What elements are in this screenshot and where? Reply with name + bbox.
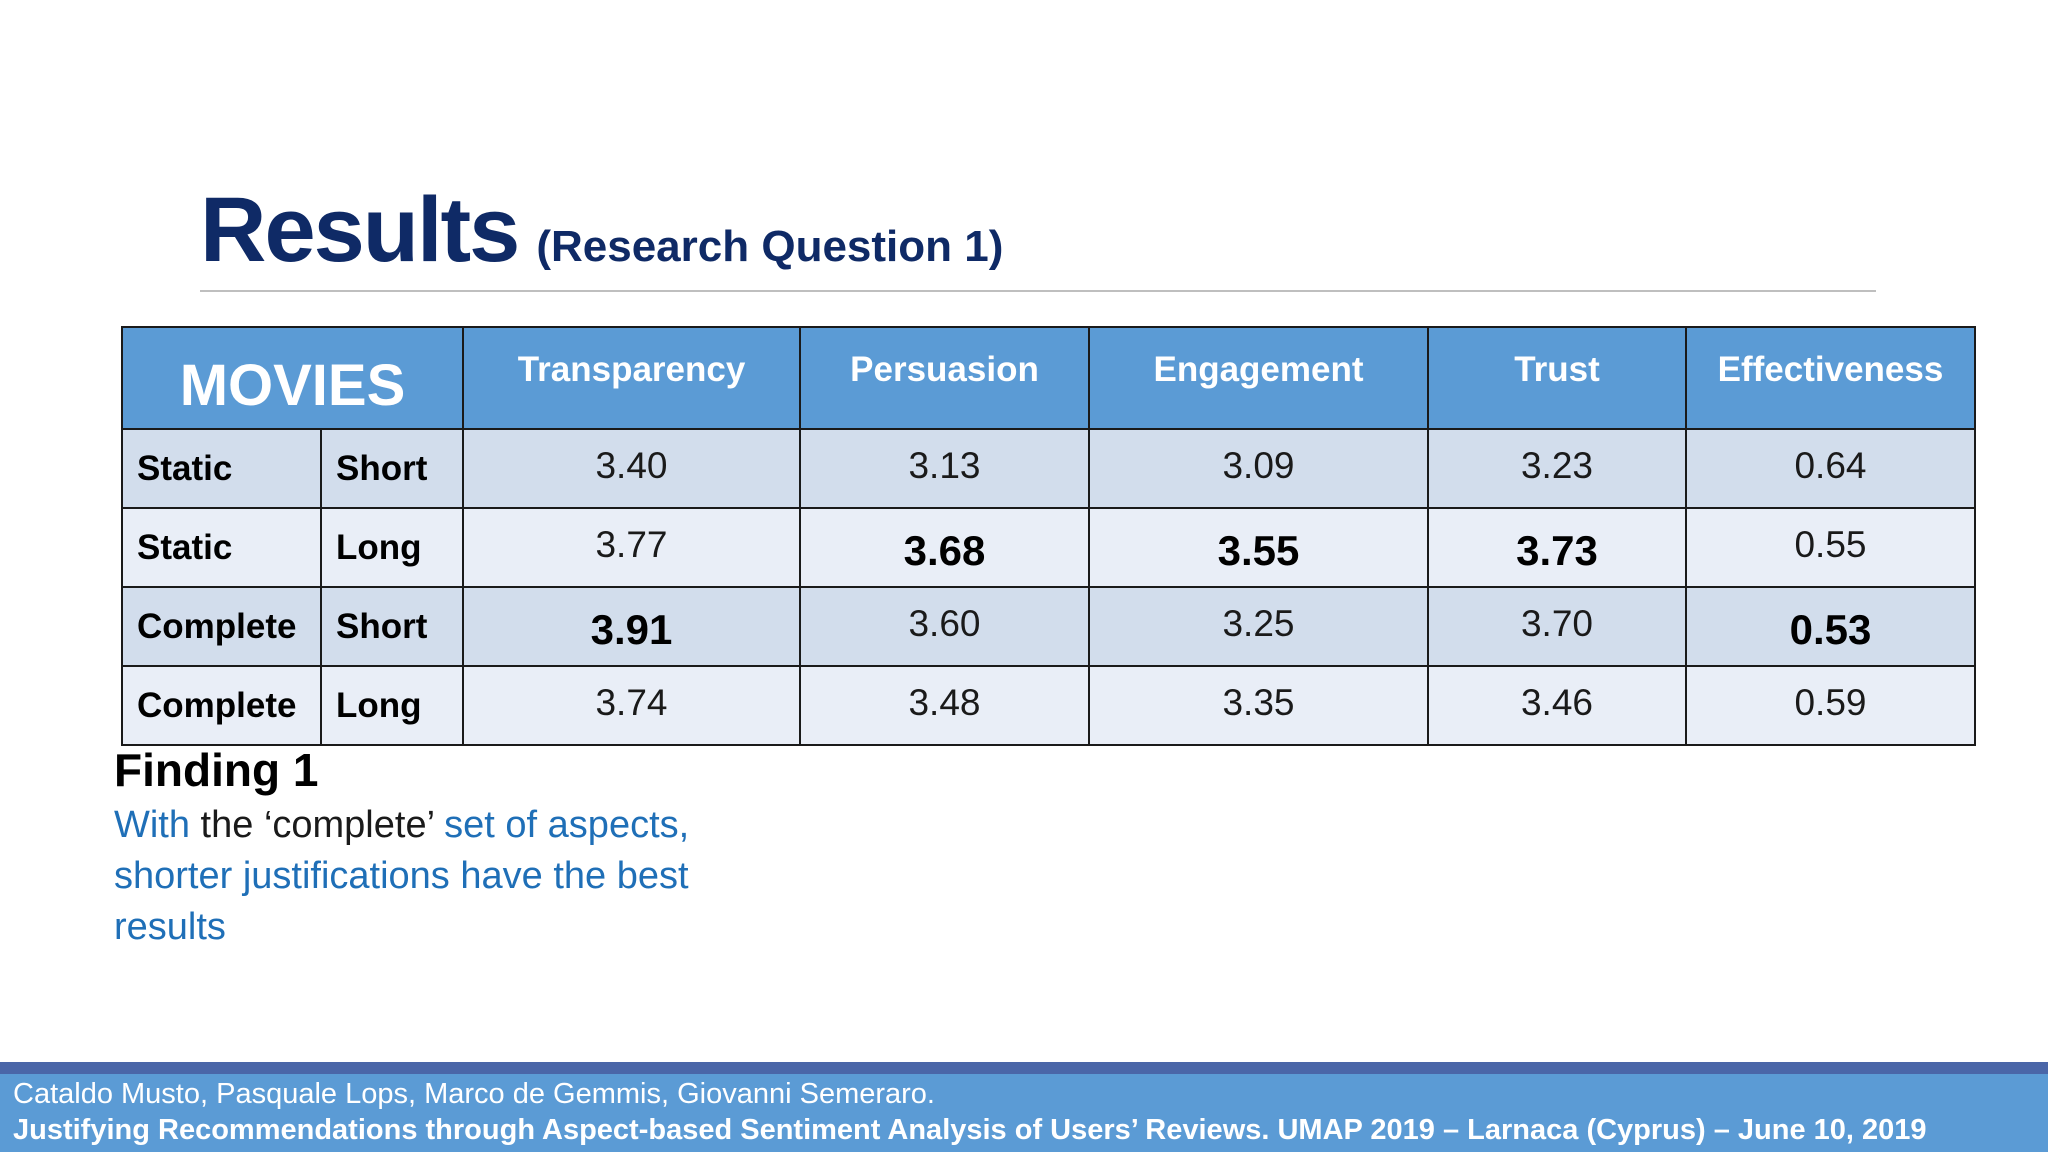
table-cell: 3.35 bbox=[1088, 665, 1429, 746]
finding-title: Finding 1 bbox=[114, 744, 319, 796]
table-corner-label: MOVIES bbox=[121, 326, 464, 430]
column-header: Effectiveness bbox=[1685, 326, 1976, 430]
table-cell: 0.55 bbox=[1685, 507, 1976, 588]
footer-citation: Justifying Recommendations through Aspec… bbox=[13, 1114, 1927, 1146]
table-cell-best: 3.91 bbox=[462, 586, 801, 667]
row-aspects-label: Static bbox=[121, 428, 322, 509]
slide-title: Results (Research Question 1) bbox=[200, 178, 1003, 283]
row-length-label: Short bbox=[320, 586, 464, 667]
footer-authors: Cataldo Musto, Pasquale Lops, Marco de G… bbox=[13, 1078, 935, 1110]
table-cell: 3.77 bbox=[462, 507, 801, 588]
title-subtitle: (Research Question 1) bbox=[536, 222, 1004, 271]
results-table: MOVIES Transparency Persuasion Engagemen… bbox=[121, 326, 1976, 746]
table-cell: 0.64 bbox=[1685, 428, 1976, 509]
footer-stripe bbox=[0, 1062, 2048, 1074]
finding-text: With the ‘complete’ set of aspects, shor… bbox=[114, 800, 714, 953]
table-cell: 3.40 bbox=[462, 428, 801, 509]
finding-text-part: set of aspects, shorter justifications h… bbox=[114, 804, 690, 948]
table-row: Complete Long 3.74 3.48 3.35 3.46 0.59 bbox=[121, 665, 1976, 746]
row-aspects-label: Complete bbox=[121, 665, 322, 746]
title-main: Results bbox=[200, 179, 520, 281]
table-header-row: MOVIES Transparency Persuasion Engagemen… bbox=[121, 326, 1976, 430]
row-length-label: Short bbox=[320, 428, 464, 509]
title-divider bbox=[200, 290, 1876, 292]
table-cell-best: 3.73 bbox=[1427, 507, 1687, 588]
table-cell-best: 0.53 bbox=[1685, 586, 1976, 667]
row-length-label: Long bbox=[320, 665, 464, 746]
table-row: Static Short 3.40 3.13 3.09 3.23 0.64 bbox=[121, 428, 1976, 509]
footer: Cataldo Musto, Pasquale Lops, Marco de G… bbox=[0, 1074, 2048, 1152]
table-row: Complete Short 3.91 3.60 3.25 3.70 0.53 bbox=[121, 586, 1976, 667]
table-cell: 3.48 bbox=[799, 665, 1090, 746]
table-cell: 3.74 bbox=[462, 665, 801, 746]
row-aspects-label: Complete bbox=[121, 586, 322, 667]
column-header: Trust bbox=[1427, 326, 1687, 430]
table-cell: 3.23 bbox=[1427, 428, 1687, 509]
table-cell-best: 3.55 bbox=[1088, 507, 1429, 588]
table-cell: 3.46 bbox=[1427, 665, 1687, 746]
row-aspects-label: Static bbox=[121, 507, 322, 588]
table-row: Static Long 3.77 3.68 3.55 3.73 0.55 bbox=[121, 507, 1976, 588]
table-cell: 3.09 bbox=[1088, 428, 1429, 509]
row-length-label: Long bbox=[320, 507, 464, 588]
finding-box: Finding 1 With the ‘complete’ set of asp… bbox=[114, 742, 714, 953]
column-header: Engagement bbox=[1088, 326, 1429, 430]
table-cell: 3.13 bbox=[799, 428, 1090, 509]
table-cell-best: 3.68 bbox=[799, 507, 1090, 588]
table-cell: 3.25 bbox=[1088, 586, 1429, 667]
finding-text-part: With bbox=[114, 804, 190, 846]
table-cell: 3.70 bbox=[1427, 586, 1687, 667]
column-header: Transparency bbox=[462, 326, 801, 430]
finding-text-part: the ‘complete’ bbox=[190, 804, 445, 846]
column-header: Persuasion bbox=[799, 326, 1090, 430]
table-cell: 0.59 bbox=[1685, 665, 1976, 746]
table-cell: 3.60 bbox=[799, 586, 1090, 667]
